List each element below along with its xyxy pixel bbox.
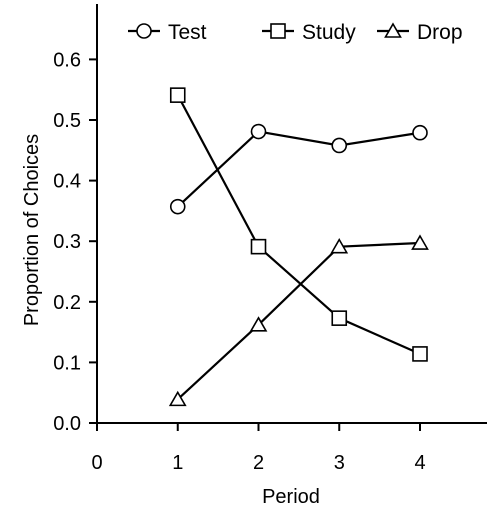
y-tick-label: 0.2 <box>53 292 81 314</box>
data-point-test <box>331 137 348 154</box>
data-point-test <box>412 124 428 141</box>
legend-item-test: Test <box>128 21 207 44</box>
y-tick-label: 0.5 <box>53 110 81 132</box>
legend: Test Study Drop <box>128 21 463 44</box>
series-layer <box>168 87 429 407</box>
legend-marker-test <box>136 23 152 39</box>
legend-label-drop: Drop <box>417 21 463 44</box>
x-axis-title: Period <box>262 486 320 508</box>
series-line-test <box>177 130 421 208</box>
series-line-study <box>176 94 421 355</box>
legend-label-study: Study <box>302 21 356 44</box>
data-point-test <box>169 198 186 215</box>
legend-item-drop: Drop <box>377 21 463 44</box>
series-line-drop <box>177 241 421 401</box>
y-axis-title: Proportion of Choices <box>21 134 43 326</box>
data-point-drop <box>411 234 429 250</box>
data-point-study <box>250 238 267 255</box>
y-tick-label: 0.0 <box>53 413 81 435</box>
x-tick-label: 4 <box>414 452 425 474</box>
legend-label-test: Test <box>168 21 207 44</box>
legend-marker-drop <box>384 22 402 38</box>
y-tick-label: 0.1 <box>53 352 81 374</box>
series-study <box>169 87 428 362</box>
x-tick-label: 2 <box>253 452 264 474</box>
y-tick-label: 0.6 <box>53 49 81 71</box>
plot-area: 0.0 0.1 0.2 0.3 0.4 0.5 0.6 0 1 2 3 4 <box>53 4 487 474</box>
data-point-drop <box>330 238 349 254</box>
x-ticks: 0 1 2 3 4 <box>91 423 426 474</box>
x-tick-label: 1 <box>172 452 183 474</box>
y-ticks: 0.0 0.1 0.2 0.3 0.4 0.5 0.6 <box>53 49 97 435</box>
data-point-study <box>169 87 186 103</box>
y-tick-label: 0.3 <box>53 231 81 253</box>
x-tick-label: 3 <box>334 452 345 474</box>
series-test <box>169 123 428 215</box>
data-point-study <box>331 310 348 326</box>
legend-marker-study <box>270 23 286 39</box>
x-tick-label: 0 <box>91 452 102 474</box>
series-drop <box>168 234 429 407</box>
legend-item-study: Study <box>262 21 356 44</box>
data-point-drop <box>168 390 187 407</box>
y-tick-label: 0.4 <box>53 171 81 193</box>
data-point-test <box>250 123 267 140</box>
data-point-study <box>412 346 428 362</box>
data-point-drop <box>249 316 268 332</box>
